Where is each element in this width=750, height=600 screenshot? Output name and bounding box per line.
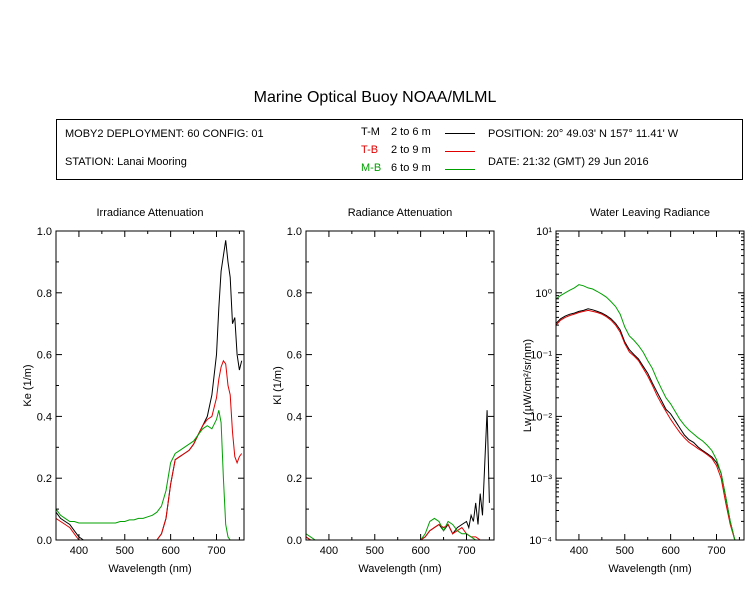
page-title: Marine Optical Buoy NOAA/MLML (253, 89, 497, 106)
y-tick-label: 10⁻¹ (530, 350, 552, 362)
y-tick-label: 0.2 (37, 473, 52, 485)
plot-frame (555, 230, 745, 541)
series-line-m-b (306, 517, 481, 540)
y-tick-label: 1.0 (37, 226, 52, 238)
x-tick-label: 400 (320, 545, 338, 557)
info-panel: MOBY2 DEPLOYMENT: 60 CONFIG: 01 STATION:… (56, 119, 743, 180)
position-text: POSITION: 20° 49.03' N 157° 11.41' W (488, 128, 679, 140)
legend-range: 2 to 6 m (391, 126, 431, 138)
legend-label: T-B (361, 144, 379, 156)
y-tick-label: 10⁻² (530, 411, 552, 423)
chart-panel-2: Radiance Attenuation Wavelength (nm) Kl (1… (272, 207, 495, 575)
series-line-t-m (306, 410, 490, 540)
y-tick-label: 0.6 (37, 350, 52, 362)
y-tick-label: 1.0 (287, 226, 302, 238)
y-tick-label: 10⁻³ (530, 473, 552, 485)
legend-line (445, 151, 475, 152)
y-tick-label: 0.4 (287, 411, 302, 423)
y-tick-label: 0.8 (287, 288, 302, 300)
legend-entry-m-b: M-B 6 to 9 m (357, 162, 507, 176)
x-tick-label: 700 (207, 545, 225, 557)
series-line-t-b (306, 523, 485, 540)
x-tick-label: 700 (707, 545, 725, 557)
y-tick-label: 0.0 (37, 535, 52, 547)
series-line-t-b (556, 309, 736, 540)
x-tick-label: 600 (661, 545, 679, 557)
plot-frame (55, 230, 245, 541)
chart-title: Irradiance Attenuation (96, 207, 203, 219)
legend-label: M-B (361, 162, 382, 174)
y-tick-label: 0.0 (287, 535, 302, 547)
x-tick-label: 600 (161, 545, 179, 557)
x-tick-label: 400 (570, 545, 588, 557)
date-text: DATE: 21:32 (GMT) 29 Jun 2016 (488, 156, 649, 168)
legend-entry-t-b: T-B 2 to 9 m (357, 144, 507, 158)
y-tick-label: 0.6 (287, 350, 302, 362)
y-tick-label: 10⁻⁴ (529, 535, 552, 547)
y-axis-label: Kl (1/m) (272, 366, 284, 405)
y-tick-label: 0.4 (37, 411, 52, 423)
y-tick-label: 10⁰ (535, 288, 552, 300)
chart-title: Water Leaving Radiance (590, 207, 710, 219)
chart-title: Radiance Attenuation (348, 207, 453, 219)
plot-frame (305, 230, 495, 541)
series-line-t-b (56, 359, 243, 540)
legend-range: 6 to 9 m (391, 162, 431, 174)
series-line-t-m (56, 240, 243, 540)
x-tick-label: 600 (411, 545, 429, 557)
x-tick-label: 500 (616, 545, 634, 557)
legend-entry-t-m: T-M 2 to 6 m (357, 126, 507, 140)
y-axis-label: Ke (1/m) (22, 364, 34, 406)
legend-line (445, 169, 475, 170)
legend-label: T-M (361, 126, 380, 138)
x-axis-label: Wavelength (nm) (108, 563, 191, 575)
series-line-t-m (556, 308, 736, 540)
y-axis-label: Lw (µW/cm²/sr/nm) (522, 339, 534, 432)
y-tick-label: 10¹ (536, 226, 552, 238)
chart-panel-3: Water Leaving Radiance Wavelength (nm) Lw … (522, 207, 745, 575)
x-tick-label: 500 (116, 545, 134, 557)
x-tick-label: 500 (366, 545, 384, 557)
series-line-m-b (56, 410, 235, 540)
y-tick-label: 0.8 (37, 288, 52, 300)
deployment-text: MOBY2 DEPLOYMENT: 60 CONFIG: 01 (65, 128, 264, 140)
y-tick-label: 0.2 (287, 473, 302, 485)
legend-range: 2 to 9 m (391, 144, 431, 156)
station-text: STATION: Lanai Mooring (65, 156, 187, 168)
x-axis-label: Wavelength (nm) (358, 563, 441, 575)
chart-panel-1: Irradiance Attenuation Wavelength (nm) Ke … (22, 207, 245, 575)
series-line-m-b (556, 284, 736, 540)
x-axis-label: Wavelength (nm) (608, 563, 691, 575)
x-tick-label: 700 (457, 545, 475, 557)
x-tick-label: 400 (70, 545, 88, 557)
legend-line (445, 133, 475, 134)
